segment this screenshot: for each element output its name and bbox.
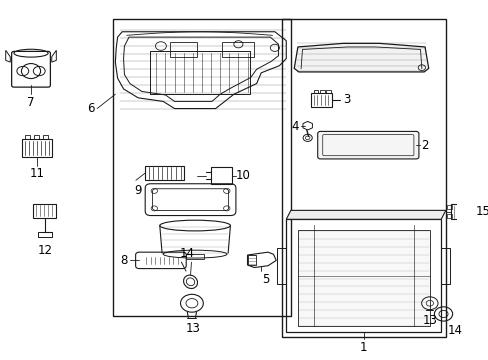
Text: 2: 2 [420, 139, 427, 152]
Polygon shape [294, 43, 428, 72]
Text: 11: 11 [29, 167, 44, 180]
Bar [247, 255, 255, 265]
Bar [313, 90, 318, 93]
Text: 7: 7 [27, 96, 35, 109]
Text: 14: 14 [179, 247, 194, 260]
Text: 8: 8 [120, 254, 128, 267]
Bar [22, 139, 51, 157]
Text: 13: 13 [185, 322, 200, 335]
Bar [24, 135, 30, 139]
Text: 9: 9 [134, 184, 142, 197]
Text: 12: 12 [37, 244, 52, 257]
Bar [211, 167, 231, 184]
Bar [33, 204, 56, 217]
Bar [222, 42, 254, 58]
Bar [149, 51, 249, 94]
Bar [38, 232, 51, 237]
Text: 13: 13 [422, 314, 436, 327]
Bar [43, 135, 48, 139]
Text: 6: 6 [87, 102, 95, 115]
Bar [440, 248, 449, 284]
Bar [285, 219, 440, 332]
Text: 5: 5 [262, 273, 269, 286]
Bar [446, 214, 451, 219]
Bar [185, 255, 204, 259]
Bar [281, 19, 445, 337]
Text: 10: 10 [236, 169, 250, 182]
Bar [311, 93, 331, 107]
Bar [277, 248, 285, 284]
Bar [320, 90, 325, 93]
Bar [446, 205, 451, 210]
Bar [34, 135, 39, 139]
Bar [113, 19, 290, 316]
Bar [450, 204, 472, 219]
Bar [325, 90, 330, 93]
Bar [170, 42, 197, 57]
Text: 14: 14 [447, 324, 462, 337]
Polygon shape [285, 210, 445, 219]
Bar [144, 166, 183, 180]
Text: 3: 3 [343, 94, 350, 107]
Text: 4: 4 [290, 120, 298, 133]
FancyBboxPatch shape [317, 131, 418, 159]
Bar [297, 230, 429, 327]
Text: 15: 15 [475, 205, 488, 218]
Text: 1: 1 [359, 341, 367, 354]
